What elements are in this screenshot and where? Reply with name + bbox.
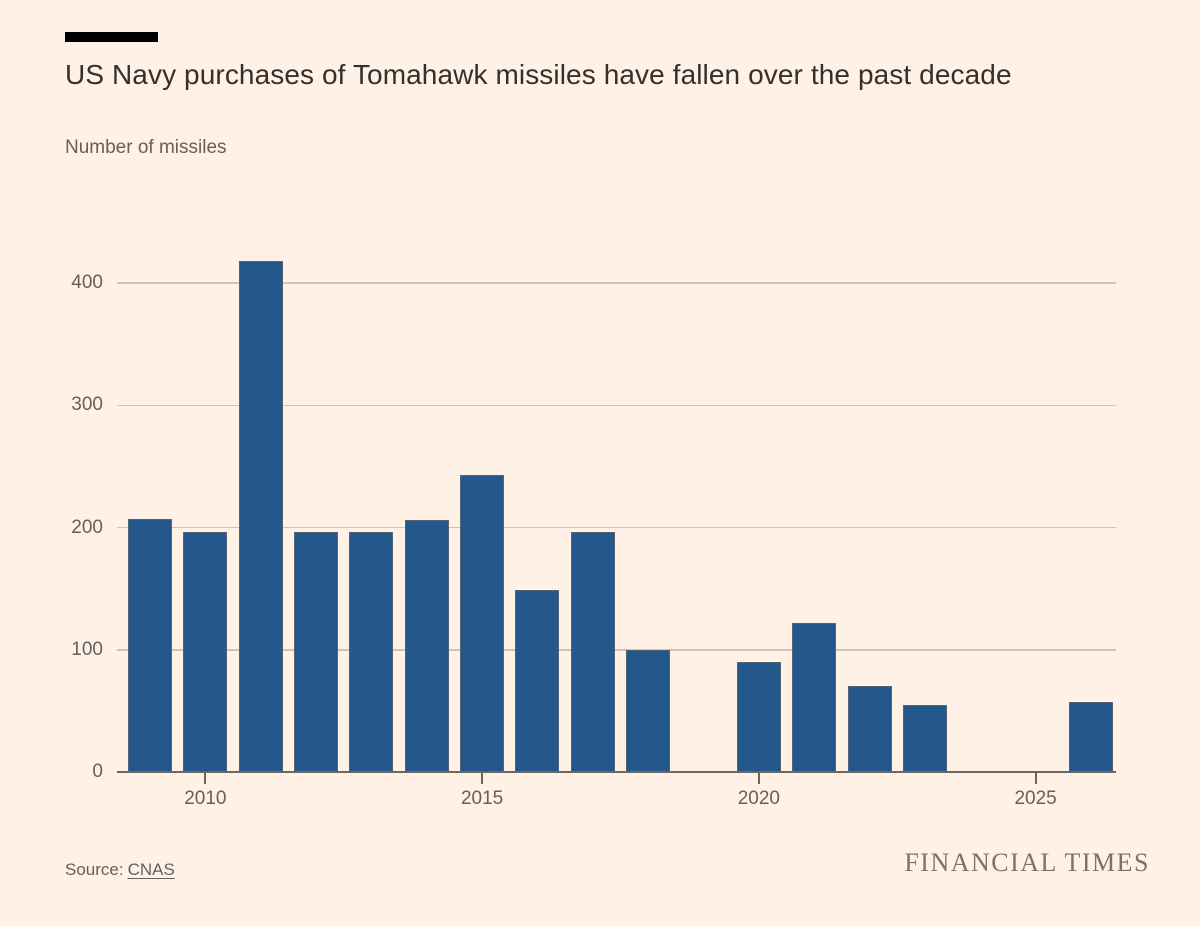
bar-2020 — [736, 661, 781, 772]
ft-wordmark: FINANCIAL TIMES — [904, 848, 1150, 877]
x-axis-label-2025: 2025 — [1014, 788, 1057, 809]
x-axis-tick-2020 — [757, 772, 760, 784]
y-axis-label-100: 100 — [71, 638, 103, 660]
bar-2023 — [902, 704, 947, 772]
x-axis-line — [117, 771, 1116, 773]
x-axis-label-2020: 2020 — [737, 788, 780, 809]
y-axis-label-200: 200 — [71, 516, 103, 538]
bar-chart-plot: 0 100 200 300 400 2010 2015 2020 2025 — [71, 250, 1116, 809]
chart-subtitle: Number of missiles — [65, 137, 227, 158]
bar-2011 — [238, 261, 283, 772]
bar-2009 — [128, 518, 172, 772]
bar-2015 — [460, 474, 505, 772]
gridline-300 — [117, 404, 1116, 406]
chart-title: US Navy purchases of Tomahawk missiles h… — [65, 59, 1012, 90]
gridline-200 — [117, 526, 1116, 529]
y-axis-label-300: 300 — [71, 394, 103, 416]
gridline-100 — [117, 649, 1116, 651]
x-axis-tick-2025 — [1034, 772, 1037, 784]
gridline-400 — [117, 282, 1116, 284]
bar-2021 — [792, 622, 837, 772]
source-label: Source: — [65, 860, 124, 879]
title-accent-bar — [65, 32, 158, 42]
bar-2022 — [847, 686, 892, 772]
bar-2018 — [626, 649, 671, 772]
bar-2012 — [294, 532, 339, 772]
bar-2016 — [515, 589, 560, 772]
source-link-cnas[interactable]: CNAS — [127, 860, 175, 879]
x-axis-label-2010: 2010 — [184, 788, 227, 809]
x-axis-label-2015: 2015 — [460, 788, 504, 809]
y-axis-label-0: 0 — [92, 761, 103, 782]
bar-2010 — [183, 532, 228, 772]
bar-2017 — [570, 532, 615, 772]
x-axis-tick-2010 — [204, 772, 207, 784]
bar-2026 — [1068, 702, 1113, 772]
bar-2013 — [349, 532, 394, 772]
x-axis-tick-2015 — [481, 772, 484, 784]
y-axis-label-400: 400 — [71, 272, 103, 293]
bar-2014 — [404, 520, 449, 772]
source-line: Source: CNAS — [65, 860, 175, 880]
